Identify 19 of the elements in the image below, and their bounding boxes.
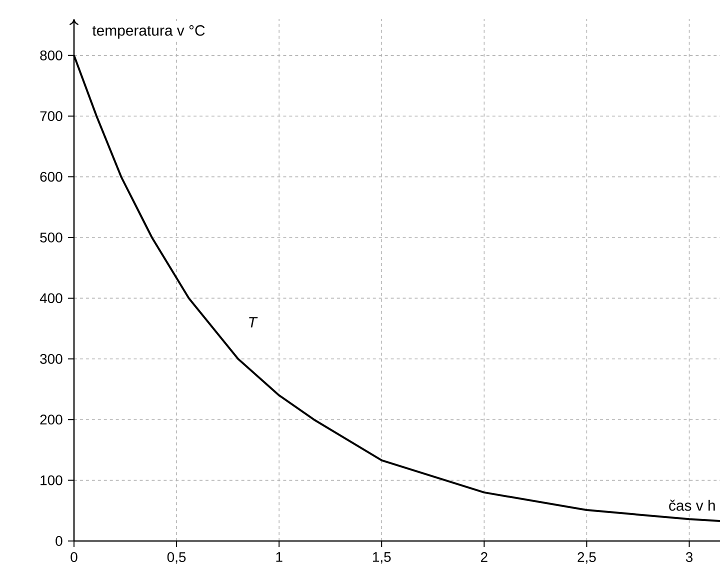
y-tick-label: 600 [40,172,62,182]
x-tick-label: 3 [686,552,693,562]
x-axis-title: čas v h [669,500,715,511]
x-tick-label: 1,5 [372,552,391,564]
y-tick-label: 100 [40,475,62,486]
x-tick-label: 0 [70,552,78,562]
y-tick-label: 500 [40,232,62,242]
y-tick-label: 800 [40,50,62,60]
x-tick-label: 0,5 [167,552,186,564]
y-tick-label: 400 [40,293,62,304]
y-tick-label: 200 [40,414,62,425]
y-tick-label: 300 [40,354,62,364]
y-tick-label: 700 [40,111,62,122]
x-tick-label: 1 [276,552,282,562]
y-axis-title: temperatura v °C [92,25,205,39]
y-tick-label: 0 [56,536,62,546]
annotation: T [249,317,258,328]
x-tick-label: 2,5 [578,552,596,564]
x-tick-label: 2 [480,552,488,562]
